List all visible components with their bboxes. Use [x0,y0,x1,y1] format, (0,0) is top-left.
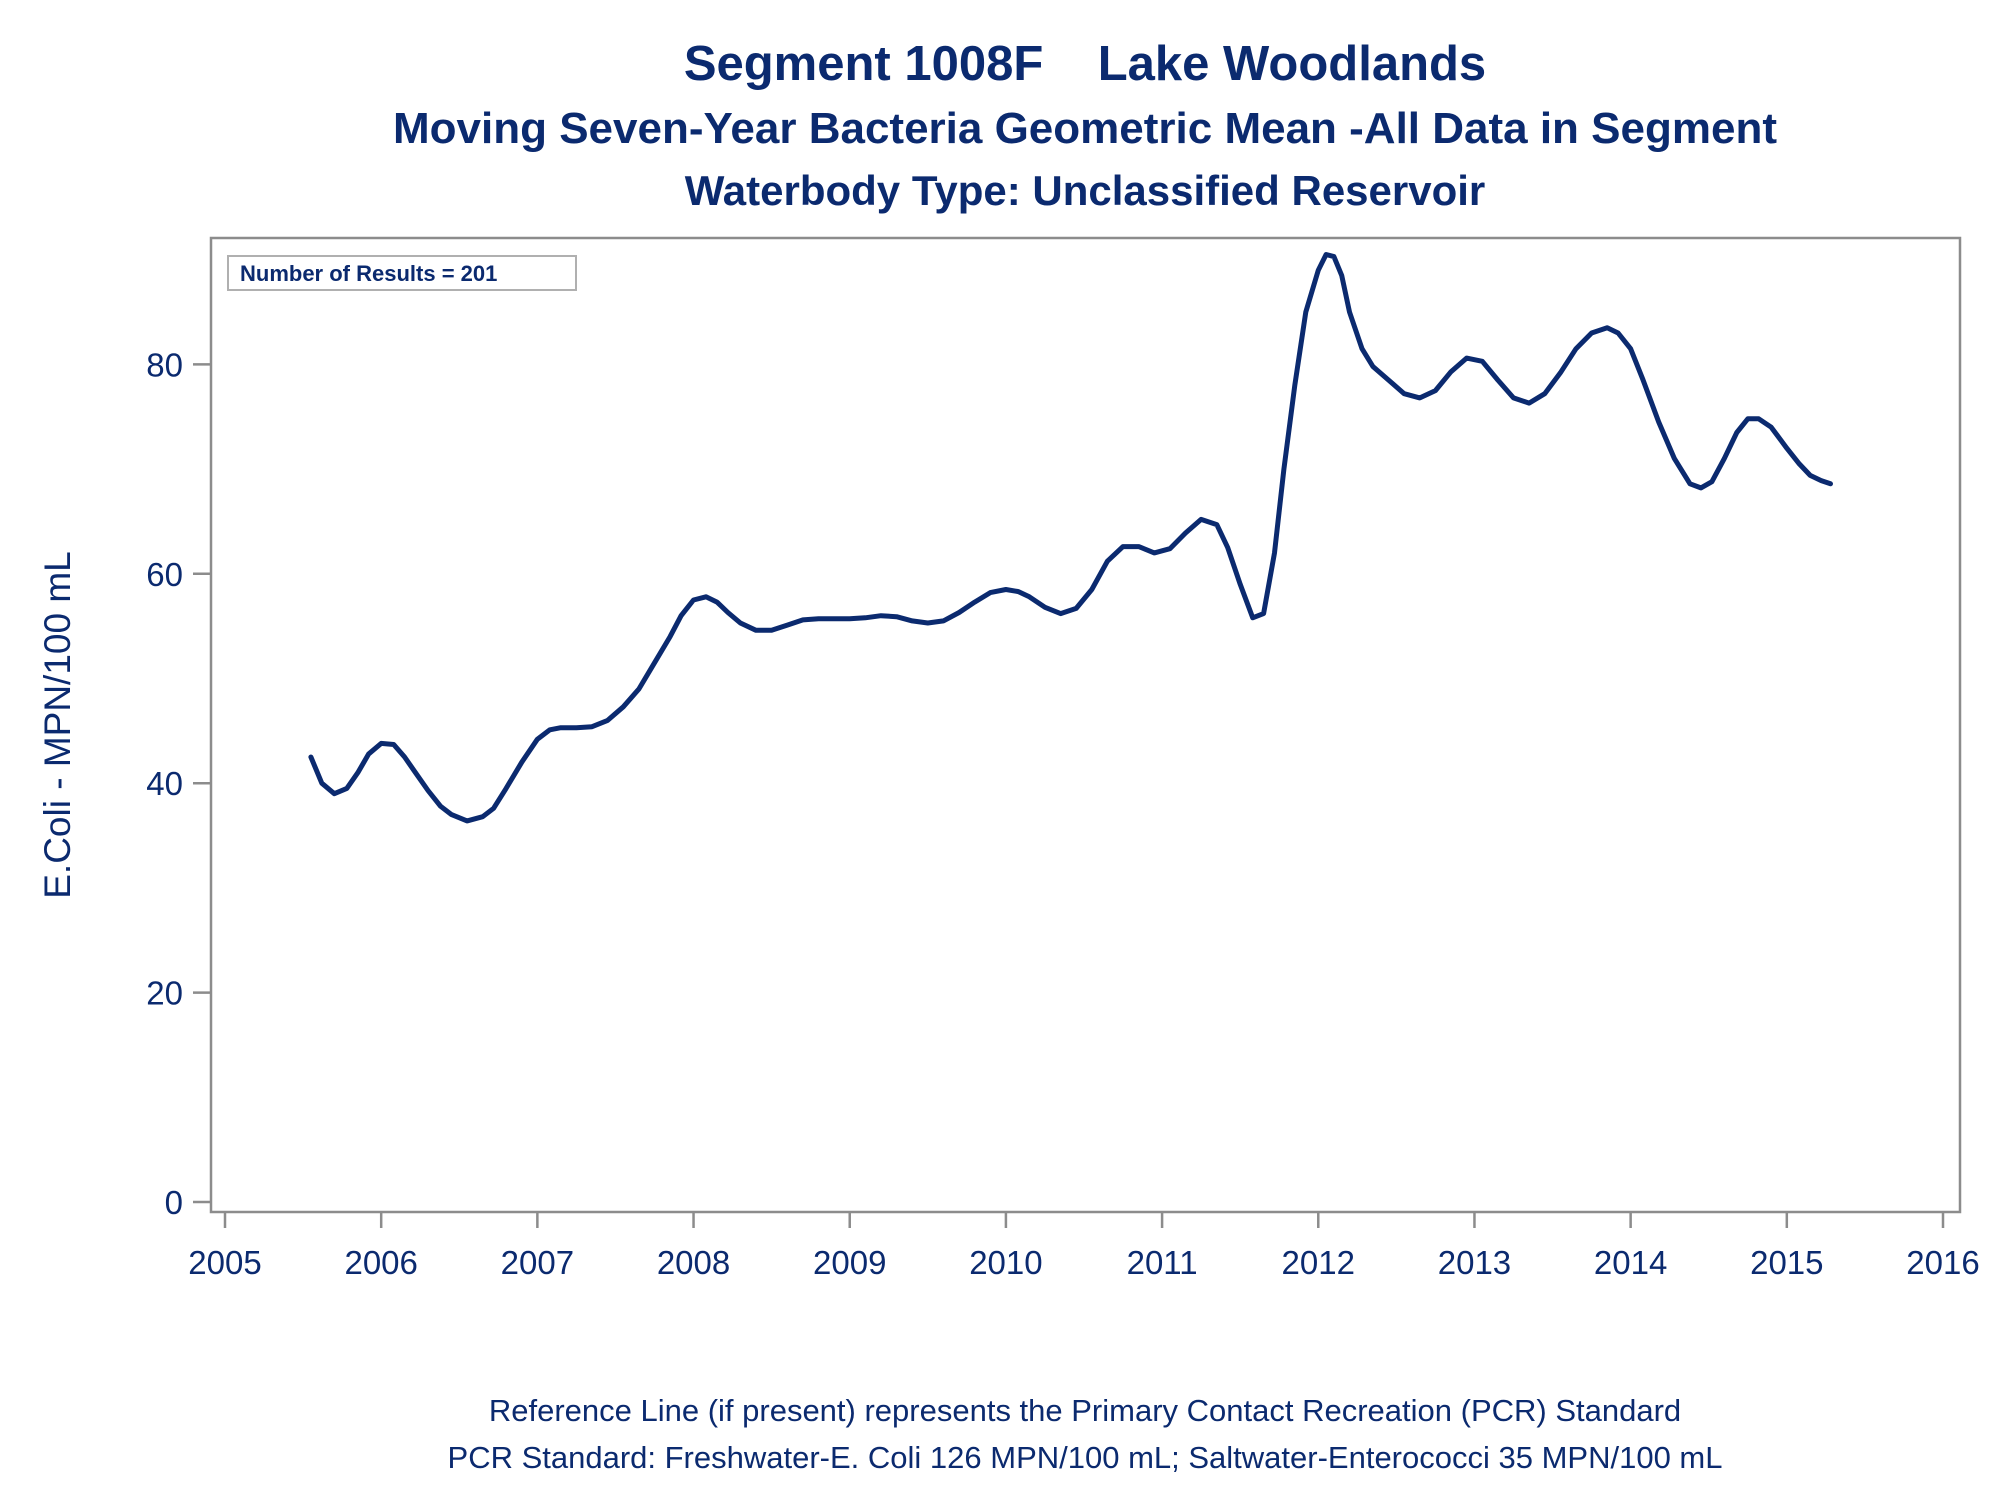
y-tick-label-80: 80 [146,346,183,383]
chart-subtitle-waterbody: Waterbody Type: Unclassified Reservoir [684,167,1486,214]
inset-label: Number of Results = 201 [240,261,497,286]
y-tick-label-40: 40 [146,765,183,802]
y-axis-label: E.Coli - MPN/100 mL [37,551,78,899]
x-tick-label-2016: 2016 [1906,1244,1979,1281]
x-tick-label-2008: 2008 [657,1244,730,1281]
x-tick-label-2010: 2010 [969,1244,1042,1281]
series-line-0 [308,252,1833,824]
chart-title: Segment 1008F Lake Woodlands [683,37,1487,91]
x-tick-label-2006: 2006 [344,1244,417,1281]
y-tick-label-0: 0 [165,1184,183,1221]
x-tick-label-2009: 2009 [813,1244,886,1281]
y-tick-label-60: 60 [146,556,183,593]
y-tick-label-20: 20 [146,975,183,1012]
y-axis: 0 20 40 60 80 [146,346,211,1221]
chart-subtitle: Moving Seven-Year Bacteria Geometric Mea… [393,104,1777,153]
footnote-pcr-standard: PCR Standard: Freshwater-E. Coli 126 MPN… [447,1440,1723,1475]
x-tick-label-2014: 2014 [1594,1244,1667,1281]
x-tick-label-2013: 2013 [1438,1244,1511,1281]
inset-border [227,255,577,291]
x-tick-label-2012: 2012 [1282,1244,1355,1281]
footnote-reference-line: Reference Line (if present) represents t… [488,1393,1682,1428]
x-tick-label-2011: 2011 [1127,1244,1198,1281]
x-tick-label-2015: 2015 [1750,1244,1823,1281]
series-layer [308,252,1833,824]
x-tick-label-2005: 2005 [188,1244,261,1281]
x-tick-label-2007: 2007 [501,1244,574,1281]
plot-frame [209,236,1962,1214]
x-axis: 2005 2006 2007 2008 2009 2010 2011 2012 2013 2014… [188,1212,1980,1281]
inset-box: Number of Results = 201 [227,255,577,291]
